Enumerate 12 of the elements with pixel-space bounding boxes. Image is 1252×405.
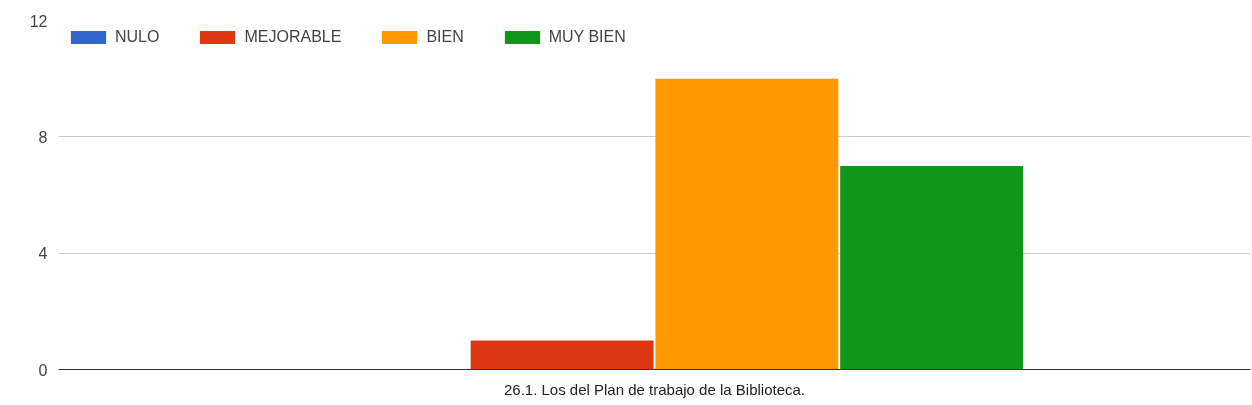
y-tick-label: 0 [38,361,48,379]
bar [470,340,654,370]
bar [655,78,839,370]
legend-label: BIEN [426,28,464,46]
bar [840,165,1024,370]
legend-label: MEJORABLE [244,28,342,46]
legend-label: MUY BIEN [548,28,626,46]
legend-label: NULO [115,28,160,46]
y-tick-label: 8 [38,128,48,146]
x-tick-label: 26.1. Los del Plan de trabajo de la Biblioteca. [503,380,806,398]
y-tick-label: 4 [38,245,48,263]
y-tick-label: 12 [29,12,48,30]
